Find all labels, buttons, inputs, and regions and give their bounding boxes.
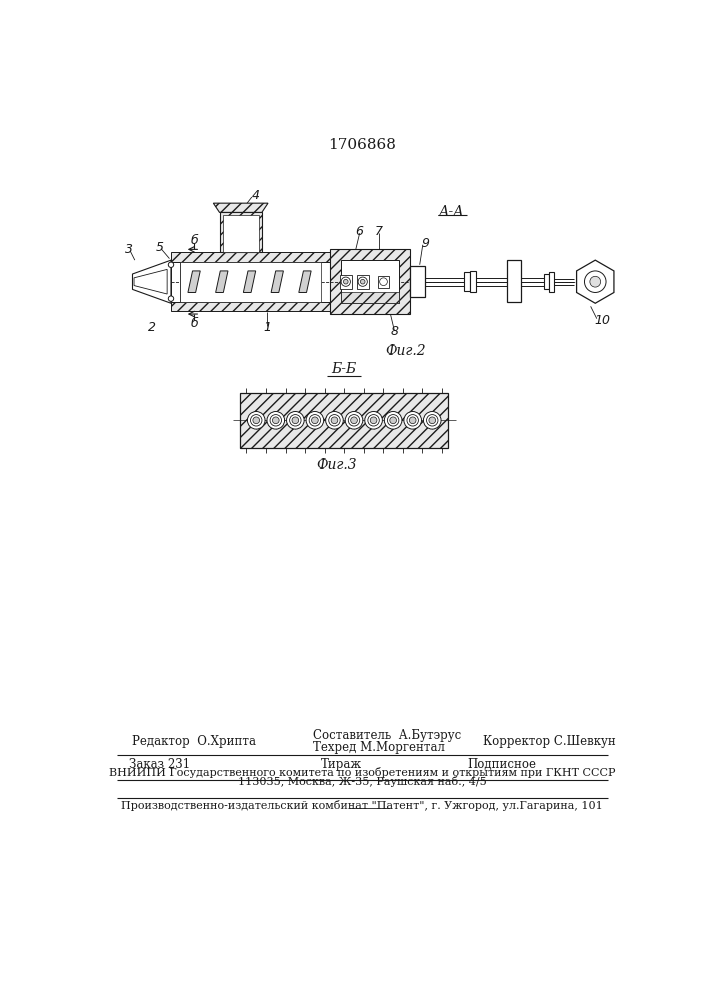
Bar <box>341 292 399 303</box>
Polygon shape <box>134 269 167 294</box>
Text: Тираж: Тираж <box>321 758 362 771</box>
Circle shape <box>426 415 438 426</box>
Circle shape <box>292 417 298 424</box>
Polygon shape <box>299 271 311 292</box>
Text: 4: 4 <box>252 189 259 202</box>
Circle shape <box>404 411 421 429</box>
Text: 113035, Москва, Ж-35, Раушская наб., 4/5: 113035, Москва, Ж-35, Раушская наб., 4/5 <box>238 776 486 787</box>
Text: Подписное: Подписное <box>467 758 537 771</box>
Circle shape <box>387 415 399 426</box>
Circle shape <box>423 411 441 429</box>
Polygon shape <box>577 260 614 303</box>
Circle shape <box>309 415 321 426</box>
Text: А-А: А-А <box>439 205 465 219</box>
Circle shape <box>385 411 402 429</box>
Text: Б-Б: Б-Б <box>332 362 357 376</box>
Circle shape <box>358 277 368 286</box>
Circle shape <box>326 411 344 429</box>
Circle shape <box>370 417 377 424</box>
Circle shape <box>344 279 348 284</box>
Polygon shape <box>216 271 228 292</box>
Circle shape <box>250 415 262 426</box>
Text: 1706868: 1706868 <box>328 138 396 152</box>
Text: Производственно-издательский комбинат "Патент", г. Ужгород, ул.Гагарина, 101: Производственно-издательский комбинат "П… <box>121 800 603 811</box>
Bar <box>219 212 262 252</box>
Text: Редактор  О.Хрипта: Редактор О.Хрипта <box>132 735 257 748</box>
Text: 10: 10 <box>594 314 610 327</box>
Circle shape <box>368 415 379 426</box>
Circle shape <box>312 417 318 424</box>
Bar <box>356 275 369 289</box>
Bar <box>180 262 321 302</box>
Text: Корректор С.Шевкун: Корректор С.Шевкун <box>483 735 616 748</box>
Circle shape <box>331 417 338 424</box>
Text: Составитель  А.Бутэрус: Составитель А.Бутэрус <box>313 730 462 742</box>
Circle shape <box>267 411 285 429</box>
Bar <box>469 271 476 292</box>
Text: б: б <box>190 317 198 330</box>
Circle shape <box>253 417 259 424</box>
Polygon shape <box>188 271 200 292</box>
Bar <box>549 272 554 292</box>
Text: Заказ 231: Заказ 231 <box>129 758 189 771</box>
Text: 2: 2 <box>148 321 156 334</box>
Text: 5: 5 <box>156 241 163 254</box>
Text: 1: 1 <box>263 321 271 334</box>
Circle shape <box>329 415 340 426</box>
Bar <box>341 260 399 303</box>
Text: 7: 7 <box>375 225 383 238</box>
Bar <box>378 276 389 288</box>
Circle shape <box>365 411 382 429</box>
Bar <box>330 249 409 314</box>
Circle shape <box>341 277 351 286</box>
Bar <box>507 260 520 302</box>
Bar <box>544 274 549 289</box>
Text: Фиг.2: Фиг.2 <box>385 344 426 358</box>
Text: 6: 6 <box>356 225 363 238</box>
Bar <box>240 393 448 448</box>
Text: 9: 9 <box>421 237 429 250</box>
Bar <box>409 266 425 297</box>
Circle shape <box>290 415 301 426</box>
Text: 3: 3 <box>124 243 133 256</box>
Text: Техред М.Моргентал: Техред М.Моргентал <box>313 741 445 754</box>
Circle shape <box>390 417 397 424</box>
Circle shape <box>409 417 416 424</box>
Circle shape <box>429 417 436 424</box>
Polygon shape <box>243 271 256 292</box>
Polygon shape <box>132 260 171 303</box>
Circle shape <box>306 411 324 429</box>
Text: 8: 8 <box>390 325 398 338</box>
Circle shape <box>345 411 363 429</box>
Text: ВНИИПИ Государственного комитета по изобретениям и открытиям при ГКНТ СССР: ВНИИПИ Государственного комитета по изоб… <box>109 767 615 778</box>
Polygon shape <box>271 271 284 292</box>
Text: Фиг.3: Фиг.3 <box>316 458 357 472</box>
Bar <box>171 252 330 262</box>
Circle shape <box>168 296 174 301</box>
Circle shape <box>272 417 279 424</box>
Bar <box>464 272 469 291</box>
Circle shape <box>168 262 174 267</box>
Bar <box>223 215 259 252</box>
Polygon shape <box>214 203 268 212</box>
Circle shape <box>351 417 357 424</box>
Bar <box>339 275 352 289</box>
Circle shape <box>585 271 606 292</box>
Text: б: б <box>190 234 198 247</box>
Circle shape <box>361 279 365 284</box>
Bar <box>171 262 180 302</box>
Circle shape <box>247 411 265 429</box>
Circle shape <box>270 415 281 426</box>
Bar <box>171 302 330 311</box>
Circle shape <box>380 278 387 286</box>
Circle shape <box>349 415 360 426</box>
Circle shape <box>407 415 419 426</box>
Circle shape <box>590 276 601 287</box>
Circle shape <box>286 411 304 429</box>
